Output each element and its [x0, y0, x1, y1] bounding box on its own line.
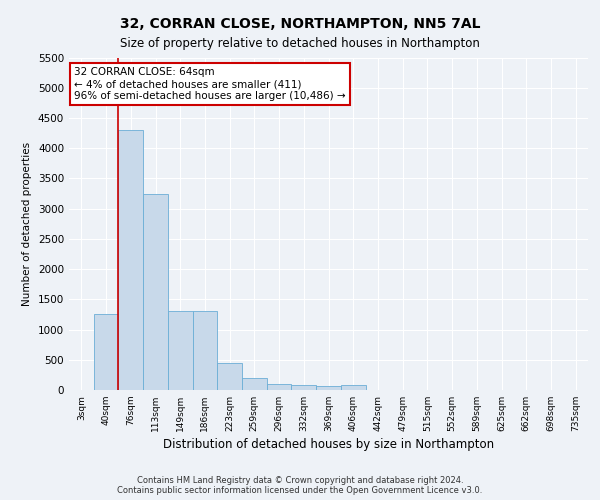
X-axis label: Distribution of detached houses by size in Northampton: Distribution of detached houses by size …	[163, 438, 494, 451]
Bar	[193, 312, 217, 390]
Bar	[316, 386, 341, 390]
Text: 32, CORRAN CLOSE, NORTHAMPTON, NN5 7AL: 32, CORRAN CLOSE, NORTHAMPTON, NN5 7AL	[120, 18, 480, 32]
Bar	[292, 385, 316, 390]
Bar	[143, 194, 168, 390]
Bar	[242, 378, 267, 390]
Bar	[217, 363, 242, 390]
Text: Size of property relative to detached houses in Northampton: Size of property relative to detached ho…	[120, 38, 480, 51]
Bar	[267, 384, 292, 390]
Bar	[94, 314, 118, 390]
Text: 32 CORRAN CLOSE: 64sqm
← 4% of detached houses are smaller (411)
96% of semi-det: 32 CORRAN CLOSE: 64sqm ← 4% of detached …	[74, 68, 346, 100]
Text: Contains HM Land Registry data © Crown copyright and database right 2024.
Contai: Contains HM Land Registry data © Crown c…	[118, 476, 482, 495]
Bar	[168, 312, 193, 390]
Bar	[341, 385, 365, 390]
Bar	[118, 130, 143, 390]
Y-axis label: Number of detached properties: Number of detached properties	[22, 142, 32, 306]
